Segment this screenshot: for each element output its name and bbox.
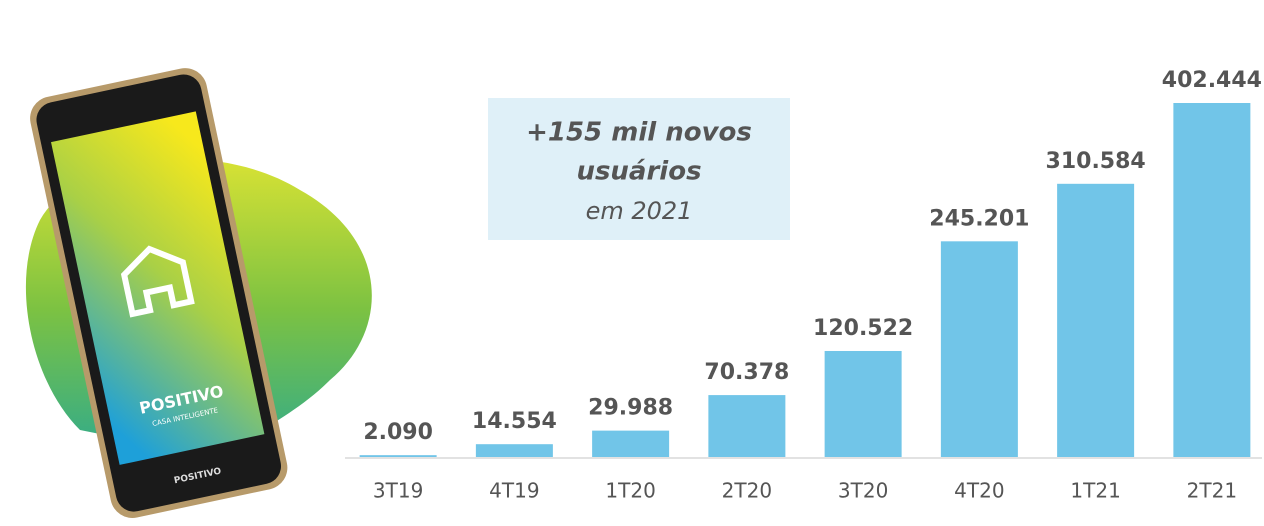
bar (708, 395, 786, 457)
app-icon (120, 245, 195, 318)
bar (359, 455, 437, 457)
bar (824, 350, 902, 457)
bar (1057, 183, 1135, 457)
x-tick-label: 3T20 (838, 479, 888, 503)
x-tick-label: 1T20 (605, 479, 655, 503)
bar (1173, 103, 1251, 457)
x-tick-label: 2T20 (722, 479, 772, 503)
value-label: 29.988 (588, 396, 673, 421)
phone: POSITIVO CASA INTELIGENTE POSITIVO (30, 68, 288, 518)
value-label: 245.201 (929, 206, 1029, 231)
value-label: 310.584 (1046, 149, 1146, 174)
bar (592, 430, 670, 457)
value-label: 14.554 (472, 409, 557, 434)
x-tick-label: 3T19 (373, 479, 423, 503)
value-label: 120.522 (813, 316, 913, 341)
x-tick-label: 4T20 (954, 479, 1004, 503)
annotation-line: usuários (576, 157, 701, 187)
x-tick-label: 4T19 (489, 479, 539, 503)
annotation-line: +155 mil novos (526, 118, 752, 148)
annotation-line: em 2021 (586, 197, 693, 225)
x-tick-label: 2T21 (1187, 479, 1237, 503)
value-label: 2.090 (363, 420, 433, 445)
x-tick-label: 1T21 (1070, 479, 1120, 503)
bar (940, 241, 1018, 457)
value-label: 70.378 (704, 360, 789, 385)
annotation-box (488, 98, 790, 240)
value-label: 402.444 (1162, 68, 1262, 93)
bar (475, 444, 553, 457)
